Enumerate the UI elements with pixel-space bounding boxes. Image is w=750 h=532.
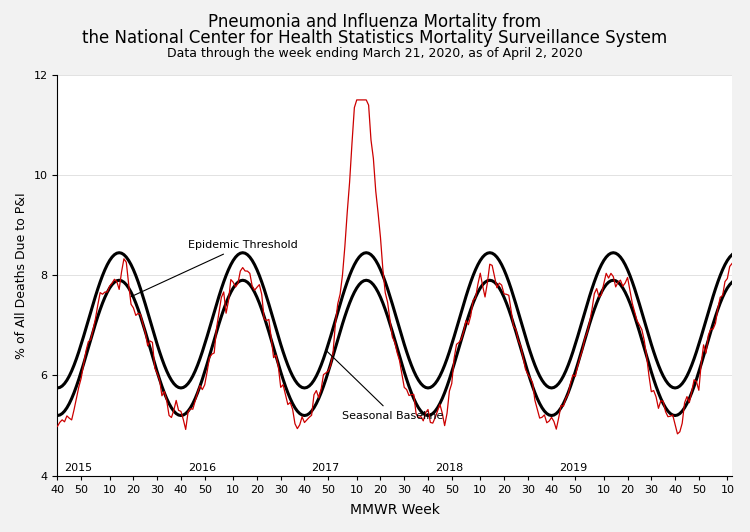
Text: 2018: 2018	[435, 463, 463, 473]
Text: Data through the week ending March 21, 2020, as of April 2, 2020: Data through the week ending March 21, 2…	[167, 47, 583, 60]
Text: Pneumonia and Influenza Mortality from: Pneumonia and Influenza Mortality from	[209, 13, 542, 31]
Text: Seasonal Baseline: Seasonal Baseline	[326, 350, 444, 420]
Text: 2016: 2016	[188, 463, 216, 473]
X-axis label: MMWR Week: MMWR Week	[350, 503, 439, 517]
Text: 2019: 2019	[559, 463, 587, 473]
Text: 2015: 2015	[64, 463, 93, 473]
Text: the National Center for Health Statistics Mortality Surveillance System: the National Center for Health Statistic…	[82, 29, 668, 47]
Text: 2017: 2017	[311, 463, 340, 473]
Y-axis label: % of All Deaths Due to P&I: % of All Deaths Due to P&I	[15, 192, 28, 359]
Text: Epidemic Threshold: Epidemic Threshold	[131, 240, 298, 297]
